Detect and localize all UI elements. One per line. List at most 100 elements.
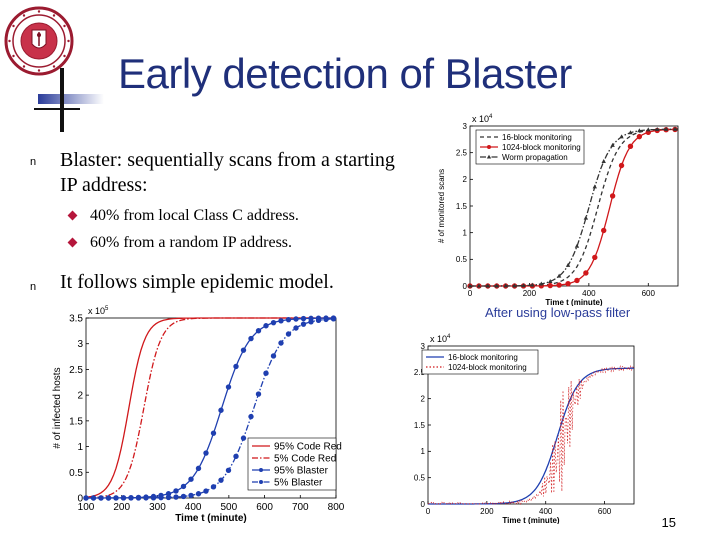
data-point xyxy=(583,270,589,276)
data-point xyxy=(233,453,239,460)
y-tick-label: 3 xyxy=(77,339,83,350)
y-tick-label: 2.5 xyxy=(414,368,426,377)
data-point xyxy=(637,128,642,133)
data-point xyxy=(255,328,262,334)
data-point xyxy=(233,363,239,370)
y-tick-label: 0.5 xyxy=(69,468,83,479)
data-point xyxy=(113,495,119,501)
data-point xyxy=(672,126,678,131)
x-axis-label: Time t (minute) xyxy=(545,298,603,306)
data-point xyxy=(610,142,615,147)
data-point xyxy=(150,495,157,501)
data-point xyxy=(485,283,491,288)
y-tick-label: 0 xyxy=(421,500,426,509)
bullet-1-line-2: IP address: xyxy=(60,174,148,196)
x-tick-label: 500 xyxy=(221,502,238,513)
data-point xyxy=(556,273,562,278)
data-point xyxy=(248,335,254,342)
data-point xyxy=(210,430,217,436)
data-point xyxy=(476,283,482,288)
data-point xyxy=(618,162,625,169)
sub-bullet-marker xyxy=(67,210,78,221)
legend-box xyxy=(421,349,539,375)
data-point xyxy=(655,127,660,132)
legend-marker xyxy=(486,154,492,159)
data-point xyxy=(300,315,307,322)
legend-marker xyxy=(487,145,491,149)
legend-box xyxy=(247,437,337,491)
data-point xyxy=(218,477,224,483)
legend-entry: 5% Blaster xyxy=(274,478,323,489)
data-point xyxy=(293,316,299,322)
x-tick-label: 200 xyxy=(480,507,494,516)
data-point xyxy=(218,407,224,413)
bullet-1-line-1: Blaster: sequentially scans from a start… xyxy=(60,149,395,171)
legend-marker xyxy=(259,480,263,484)
data-point xyxy=(628,130,633,135)
data-point xyxy=(574,243,580,248)
sub-bullet-2: 60% from a random IP address. xyxy=(90,234,293,251)
y-tick-label: 3.5 xyxy=(69,314,83,325)
y-tick-label: 2.5 xyxy=(456,148,468,157)
y-tick-label: 1.5 xyxy=(69,416,83,427)
y-tick-label: 3 xyxy=(421,342,426,351)
data-point xyxy=(210,484,217,490)
data-point xyxy=(90,495,97,501)
y-tick-label: 2.5 xyxy=(69,365,83,376)
data-point xyxy=(143,495,149,501)
series-line xyxy=(470,128,678,287)
data-point xyxy=(583,215,589,220)
legend-entry: 16-block monitoring xyxy=(448,353,518,362)
y-tick-label: 0.5 xyxy=(414,473,426,482)
data-point xyxy=(547,282,553,289)
data-point xyxy=(240,347,247,353)
data-point xyxy=(539,281,544,286)
sub-bullet-1: 40% from local Class C address. xyxy=(90,207,299,224)
y-tick-label: 0 xyxy=(463,282,468,291)
data-point xyxy=(225,384,232,390)
y-tick-label: 1.5 xyxy=(456,202,468,211)
data-point xyxy=(521,283,526,288)
x-axis-label: Time t (minute) xyxy=(502,516,560,524)
legend-entry: 5% Code Red xyxy=(274,454,336,465)
legend-entry: 16-block monitoring xyxy=(502,133,572,142)
data-point xyxy=(530,282,535,287)
y-tick-label: 0 xyxy=(77,494,83,505)
x-tick-label: 100 xyxy=(78,502,95,513)
data-point xyxy=(285,331,292,337)
legend-entry: Worm propagation xyxy=(502,153,568,162)
data-point xyxy=(601,158,606,163)
data-point xyxy=(601,227,607,234)
data-point xyxy=(315,317,322,324)
data-point xyxy=(592,254,598,261)
data-point xyxy=(135,495,142,501)
data-point xyxy=(293,325,299,331)
data-point xyxy=(592,184,597,189)
data-point xyxy=(248,413,254,420)
data-point xyxy=(467,283,473,288)
data-point xyxy=(574,277,580,284)
x-tick-label: 300 xyxy=(149,502,166,513)
chart-infected-hosts: 100 200 300 400 500 600 700 800 0 0.5 1 1.5 2 2.5 3 3.5… xyxy=(52,306,345,524)
data-point xyxy=(195,491,202,497)
x-tick-label: 700 xyxy=(292,502,309,513)
y-axis-label: # of monitored scans xyxy=(437,169,446,243)
data-point xyxy=(255,391,262,397)
data-point xyxy=(627,143,634,150)
scale-note: x 104 xyxy=(472,114,493,124)
sub-bullet-marker xyxy=(67,237,78,248)
data-point xyxy=(512,283,517,288)
chart-monitored-scans: 0 200 400 600 0 0.5 1 1.5 2 2.5 3 Time t (minute) # … xyxy=(437,114,679,306)
data-point xyxy=(548,278,553,283)
data-point xyxy=(263,370,269,376)
data-point xyxy=(323,316,329,323)
data-point xyxy=(105,495,112,501)
bullet-marker: n xyxy=(30,281,37,293)
y-tick-label: 0.5 xyxy=(456,255,468,264)
x-tick-label: 800 xyxy=(328,502,345,513)
legend-entry: 1024-block monitoring xyxy=(502,143,581,152)
x-tick-label: 0 xyxy=(468,289,473,298)
y-axis-label: # of infected hosts xyxy=(52,367,63,448)
bullet-marker: n xyxy=(30,156,37,168)
x-tick-label: 600 xyxy=(256,502,273,513)
